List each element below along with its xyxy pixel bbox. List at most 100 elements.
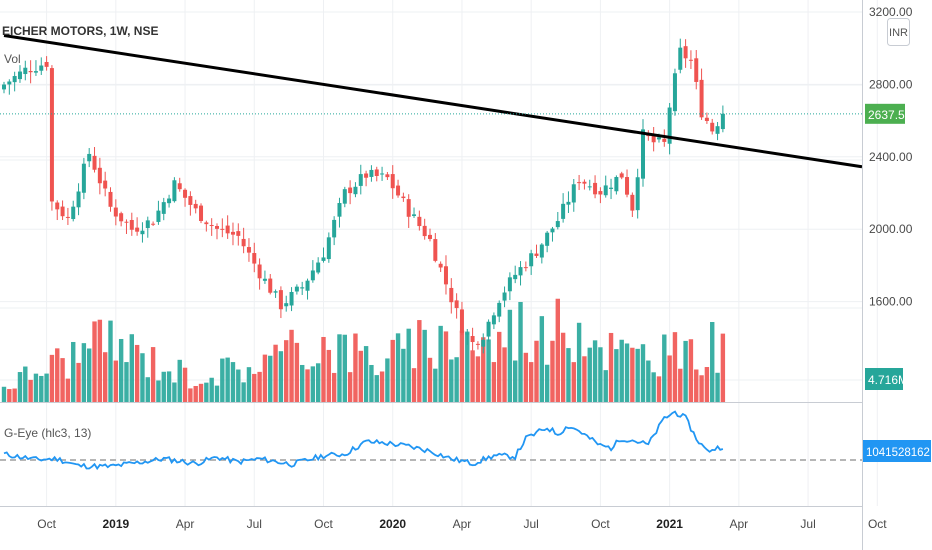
volume-bar [656, 376, 662, 402]
volume-bar [294, 342, 300, 402]
candle-body [23, 67, 28, 75]
volume-bar [592, 340, 598, 402]
price-tick-label: 1600.00 [869, 295, 913, 309]
volume-bar [385, 358, 390, 402]
volume-bar [678, 368, 683, 402]
volume-bar [369, 364, 374, 402]
candle-body [167, 198, 172, 204]
candle-body [401, 196, 406, 199]
volume-bar [81, 343, 87, 402]
candle-body [39, 65, 44, 71]
volume-bar [156, 380, 161, 402]
volume-bar [220, 358, 225, 402]
candle-body [305, 280, 310, 291]
volume-bar [129, 334, 134, 402]
candle-body [92, 155, 97, 170]
volume-bar [262, 354, 268, 402]
candle-body [454, 300, 459, 309]
trend-line[interactable] [3, 34, 863, 169]
candle-body [358, 174, 363, 186]
candle-body [215, 226, 219, 229]
candle-body [188, 196, 193, 205]
candle-body [374, 169, 379, 176]
candle-body [417, 216, 422, 227]
volume-bar [289, 329, 294, 402]
volume-bar [715, 372, 720, 402]
candle-body [284, 303, 289, 307]
time-tick-label: Apr [176, 517, 195, 531]
time-axis[interactable]: Oct 2019 Apr Jul Oct 2020 Apr Jul Oct 2021 Apr Jul O… [37, 517, 887, 531]
candle-body [688, 59, 693, 61]
volume-bar [411, 368, 417, 402]
indicator-legend[interactable]: G-Eye (hlc3, 13) [4, 426, 91, 440]
volume-bar [300, 364, 305, 402]
volume-bar [401, 348, 406, 402]
candle-body [33, 71, 38, 73]
candle-body [204, 222, 209, 225]
candle-body [262, 278, 267, 281]
volume-bar [326, 349, 332, 402]
volume-label: Vol [4, 52, 21, 66]
candle-body [486, 321, 491, 337]
volume-bar [305, 369, 310, 402]
candle-body [502, 292, 507, 301]
volume-bar [544, 364, 550, 402]
volume-bar [683, 340, 688, 402]
candle-body [177, 183, 182, 190]
candle-body [151, 223, 156, 225]
candle-body [683, 46, 688, 59]
volume-bar [172, 382, 177, 402]
time-tick-label: 2020 [379, 517, 406, 531]
volume-bar [603, 370, 608, 402]
volume-bar [161, 371, 166, 402]
candle-body [699, 79, 704, 118]
candle-body [321, 257, 326, 261]
volume-bar [87, 348, 92, 402]
volume-bar [481, 337, 486, 402]
time-tick-label: 2019 [102, 517, 129, 531]
volume-bar [17, 372, 23, 402]
volume-bar [433, 368, 438, 402]
time-tick-label: Jul [247, 517, 262, 531]
currency-button[interactable]: INR [887, 18, 910, 46]
time-tick-label: Oct [37, 517, 56, 531]
volume-bar [513, 360, 518, 402]
candle-body [2, 84, 6, 90]
volume-bar [624, 343, 630, 402]
volume-bar [241, 382, 246, 402]
candle-body [651, 134, 656, 143]
candle-body [539, 244, 544, 258]
volume-bar [555, 298, 560, 402]
price-axis[interactable]: 3200.00 2800.00 2400.00 2000.00 1600.00 [869, 5, 913, 309]
price-tick-label: 3200.00 [869, 5, 913, 19]
volume-bar [518, 301, 523, 402]
candle-body [390, 174, 395, 189]
candle-body [97, 167, 102, 184]
candle-body [183, 189, 188, 198]
volume-bar [539, 316, 545, 402]
volume-bar [193, 385, 198, 402]
candle-body [438, 263, 443, 268]
candle-body [209, 225, 214, 227]
volume-bar [710, 322, 715, 402]
volume-bar [672, 332, 678, 402]
candle-body [199, 205, 204, 221]
volume-bar [113, 360, 119, 402]
volume-bar [102, 352, 108, 402]
candle-body [156, 210, 161, 222]
candle-body [566, 201, 571, 205]
volume-bar [497, 331, 502, 402]
time-tick-label: 2021 [656, 517, 683, 531]
symbol-title[interactable]: EICHER MOTORS, 1W, NSE [2, 24, 158, 38]
volume-bar [284, 340, 289, 402]
candle-body [337, 203, 342, 217]
volume-bar [257, 371, 262, 402]
volume-bar [454, 357, 459, 402]
candle-body [236, 231, 241, 236]
candle-body [577, 182, 582, 184]
candle-body [491, 315, 496, 325]
candle-body [193, 203, 198, 209]
candle-body [465, 333, 470, 335]
volume-bar [651, 372, 656, 402]
